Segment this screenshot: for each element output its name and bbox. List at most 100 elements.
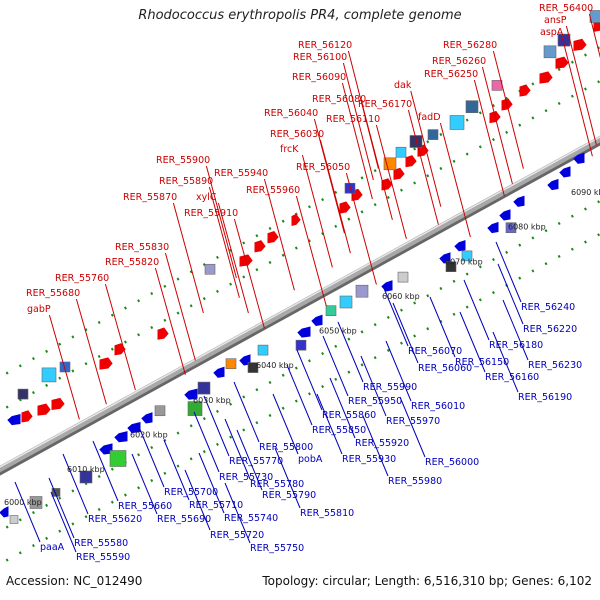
gene-label[interactable]: ansP: [544, 15, 567, 26]
gene-feature-box[interactable]: [445, 261, 457, 273]
gene-feature-box[interactable]: [257, 344, 269, 356]
reverse-gene-arrow[interactable]: [513, 195, 525, 207]
gene-label[interactable]: RER_56240: [521, 302, 575, 313]
gene-label[interactable]: RER_55710: [189, 500, 243, 511]
gene-label[interactable]: RER_55900: [156, 155, 210, 166]
gene-label[interactable]: aspA: [540, 27, 564, 38]
reverse-gene-arrow[interactable]: [573, 152, 585, 164]
gene-label[interactable]: RER_56250: [424, 69, 478, 80]
reverse-gene-arrow[interactable]: [0, 506, 9, 518]
forward-gene-arrow[interactable]: [573, 38, 587, 51]
forward-gene-arrow[interactable]: [555, 56, 569, 69]
gene-label[interactable]: RER_55850: [312, 425, 366, 436]
gene-label[interactable]: RER_56110: [326, 114, 380, 125]
gene-label[interactable]: RER_55740: [224, 513, 278, 524]
gene-feature-box[interactable]: [79, 470, 93, 484]
gene-feature-box[interactable]: [491, 80, 503, 91]
reverse-gene-arrow[interactable]: [439, 252, 451, 264]
gene-feature-box[interactable]: [325, 305, 337, 317]
gene-label[interactable]: RER_55890: [159, 176, 213, 187]
gene-label[interactable]: RER_56400: [539, 3, 593, 14]
gene-feature-box[interactable]: [409, 135, 423, 148]
gene-feature-box[interactable]: [247, 362, 259, 373]
reverse-gene-arrow[interactable]: [547, 178, 559, 191]
reverse-gene-arrow[interactable]: [499, 209, 511, 221]
gene-label[interactable]: RER_55910: [184, 208, 238, 219]
gene-feature-box[interactable]: [355, 284, 369, 298]
gene-label[interactable]: RER_56030: [270, 129, 324, 140]
gene-feature-box[interactable]: [505, 222, 517, 233]
gene-label[interactable]: RER_55700: [164, 487, 218, 498]
gene-feature-box[interactable]: [109, 450, 127, 467]
gene-features[interactable]: [0, 10, 600, 524]
gene-feature-box[interactable]: [449, 115, 465, 130]
forward-gene-arrow[interactable]: [21, 410, 33, 423]
gene-feature-box[interactable]: [51, 488, 61, 497]
gene-feature-box[interactable]: [59, 361, 71, 373]
forward-gene-arrow[interactable]: [254, 240, 266, 253]
gene-feature-box[interactable]: [461, 250, 473, 262]
gene-label[interactable]: RER_56050: [296, 162, 350, 173]
forward-gene-arrow[interactable]: [267, 231, 279, 244]
gene-label[interactable]: RER_55800: [259, 442, 313, 453]
gene-label[interactable]: RER_56100: [293, 52, 347, 63]
gene-label[interactable]: RER_56180: [489, 340, 543, 351]
gene-label[interactable]: RER_55690: [157, 514, 211, 525]
gene-feature-box[interactable]: [197, 381, 211, 395]
gene-label[interactable]: RER_56150: [455, 357, 509, 368]
gene-label[interactable]: RER_56000: [425, 457, 479, 468]
forward-gene-arrow[interactable]: [37, 403, 51, 416]
gene-feature-box[interactable]: [9, 515, 19, 524]
gene-label[interactable]: paaA: [40, 542, 65, 553]
gene-label[interactable]: RER_56230: [528, 360, 582, 371]
gene-label[interactable]: RER_55820: [105, 257, 159, 268]
gene-label[interactable]: RER_55770: [229, 456, 283, 467]
forward-gene-arrow[interactable]: [405, 155, 417, 168]
reverse-gene-arrow[interactable]: [454, 240, 466, 252]
gene-label[interactable]: RER_55920: [355, 438, 409, 449]
forward-gene-arrow[interactable]: [381, 178, 393, 191]
forward-gene-arrow[interactable]: [157, 327, 169, 340]
forward-gene-arrow[interactable]: [114, 343, 126, 356]
gene-label[interactable]: pobA: [298, 454, 323, 465]
gene-label[interactable]: RER_56260: [432, 56, 486, 67]
gene-feature-box[interactable]: [397, 271, 409, 283]
gene-label[interactable]: RER_56120: [298, 40, 352, 51]
gene-feature-box[interactable]: [29, 496, 43, 509]
reverse-gene-arrow[interactable]: [487, 221, 499, 234]
gene-label[interactable]: RER_55680: [26, 288, 80, 299]
forward-gene-arrow[interactable]: [539, 71, 553, 84]
gene-label[interactable]: RER_55940: [214, 168, 268, 179]
reverse-gene-arrow[interactable]: [7, 413, 21, 426]
gene-label[interactable]: RER_55620: [88, 514, 142, 525]
reverse-gene-arrow[interactable]: [141, 412, 153, 424]
gene-label[interactable]: RER_56090: [292, 72, 346, 83]
reverse-gene-arrow[interactable]: [311, 314, 323, 326]
gene-feature-box[interactable]: [17, 388, 29, 400]
gene-label[interactable]: RER_56010: [411, 401, 465, 412]
gene-label[interactable]: fadD: [418, 112, 441, 123]
reverse-gene-arrow[interactable]: [297, 326, 311, 338]
gene-label[interactable]: RER_55970: [386, 416, 440, 427]
gene-label[interactable]: gabP: [27, 304, 51, 315]
gene-label[interactable]: RER_55960: [246, 185, 300, 196]
gene-label[interactable]: RER_56040: [264, 108, 318, 119]
gene-label[interactable]: frcK: [280, 144, 299, 155]
gene-label[interactable]: RER_55730: [219, 472, 273, 483]
gene-label[interactable]: RER_55870: [123, 192, 177, 203]
gene-label[interactable]: RER_56190: [518, 392, 572, 403]
gene-feature-box[interactable]: [154, 405, 166, 417]
reverse-gene-arrow[interactable]: [213, 366, 225, 378]
gene-label[interactable]: RER_55590: [76, 552, 130, 563]
forward-gene-arrow[interactable]: [393, 167, 405, 180]
gene-label[interactable]: xylC: [196, 192, 217, 203]
gene-feature-box[interactable]: [41, 367, 57, 383]
gene-label[interactable]: RER_55660: [118, 501, 172, 512]
gene-label[interactable]: RER_55860: [322, 410, 376, 421]
gene-label[interactable]: RER_55790: [262, 490, 316, 501]
forward-gene-arrow[interactable]: [519, 84, 531, 97]
gene-label[interactable]: RER_55750: [250, 543, 304, 554]
gene-feature-box[interactable]: [465, 100, 479, 113]
